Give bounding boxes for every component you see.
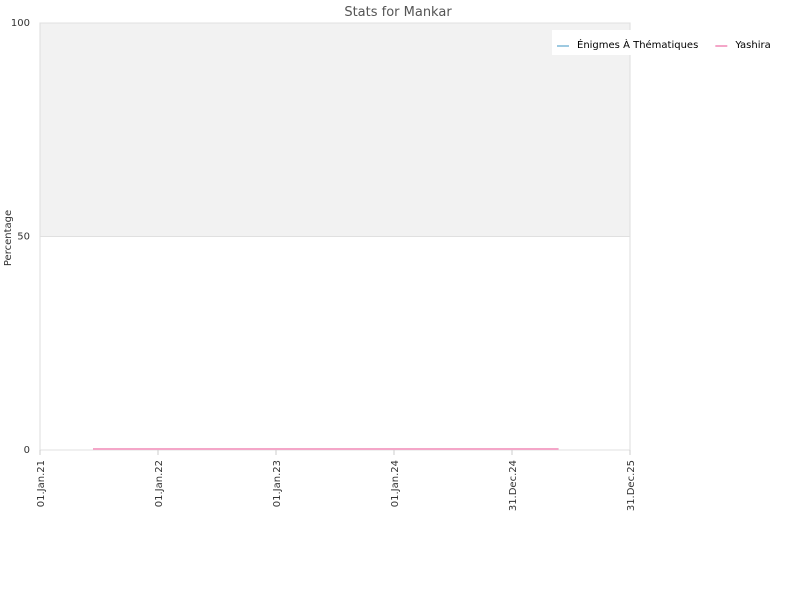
x-tick-label: 31.Dec.24 [508,460,519,511]
chart-title: Stats for Mankar [344,5,452,20]
x-tick-label: 01.Jan.22 [154,460,165,507]
y-tick-label: 50 [17,232,30,243]
y-tick-label: 100 [11,18,30,29]
x-tick-label: 01.Jan.23 [272,460,283,507]
legend-label: Énigmes À Thématiques [577,38,698,51]
x-tick-label: 31.Dec.25 [626,460,637,511]
y-tick-label: 0 [24,445,30,456]
legend-box [552,30,792,55]
y-axis-label: Percentage [3,210,14,266]
plot-band [40,23,630,237]
x-tick-label: 01.Jan.21 [36,460,47,507]
legend-label: Yashira [734,40,770,51]
x-tick-label: 01.Jan.24 [390,460,401,507]
